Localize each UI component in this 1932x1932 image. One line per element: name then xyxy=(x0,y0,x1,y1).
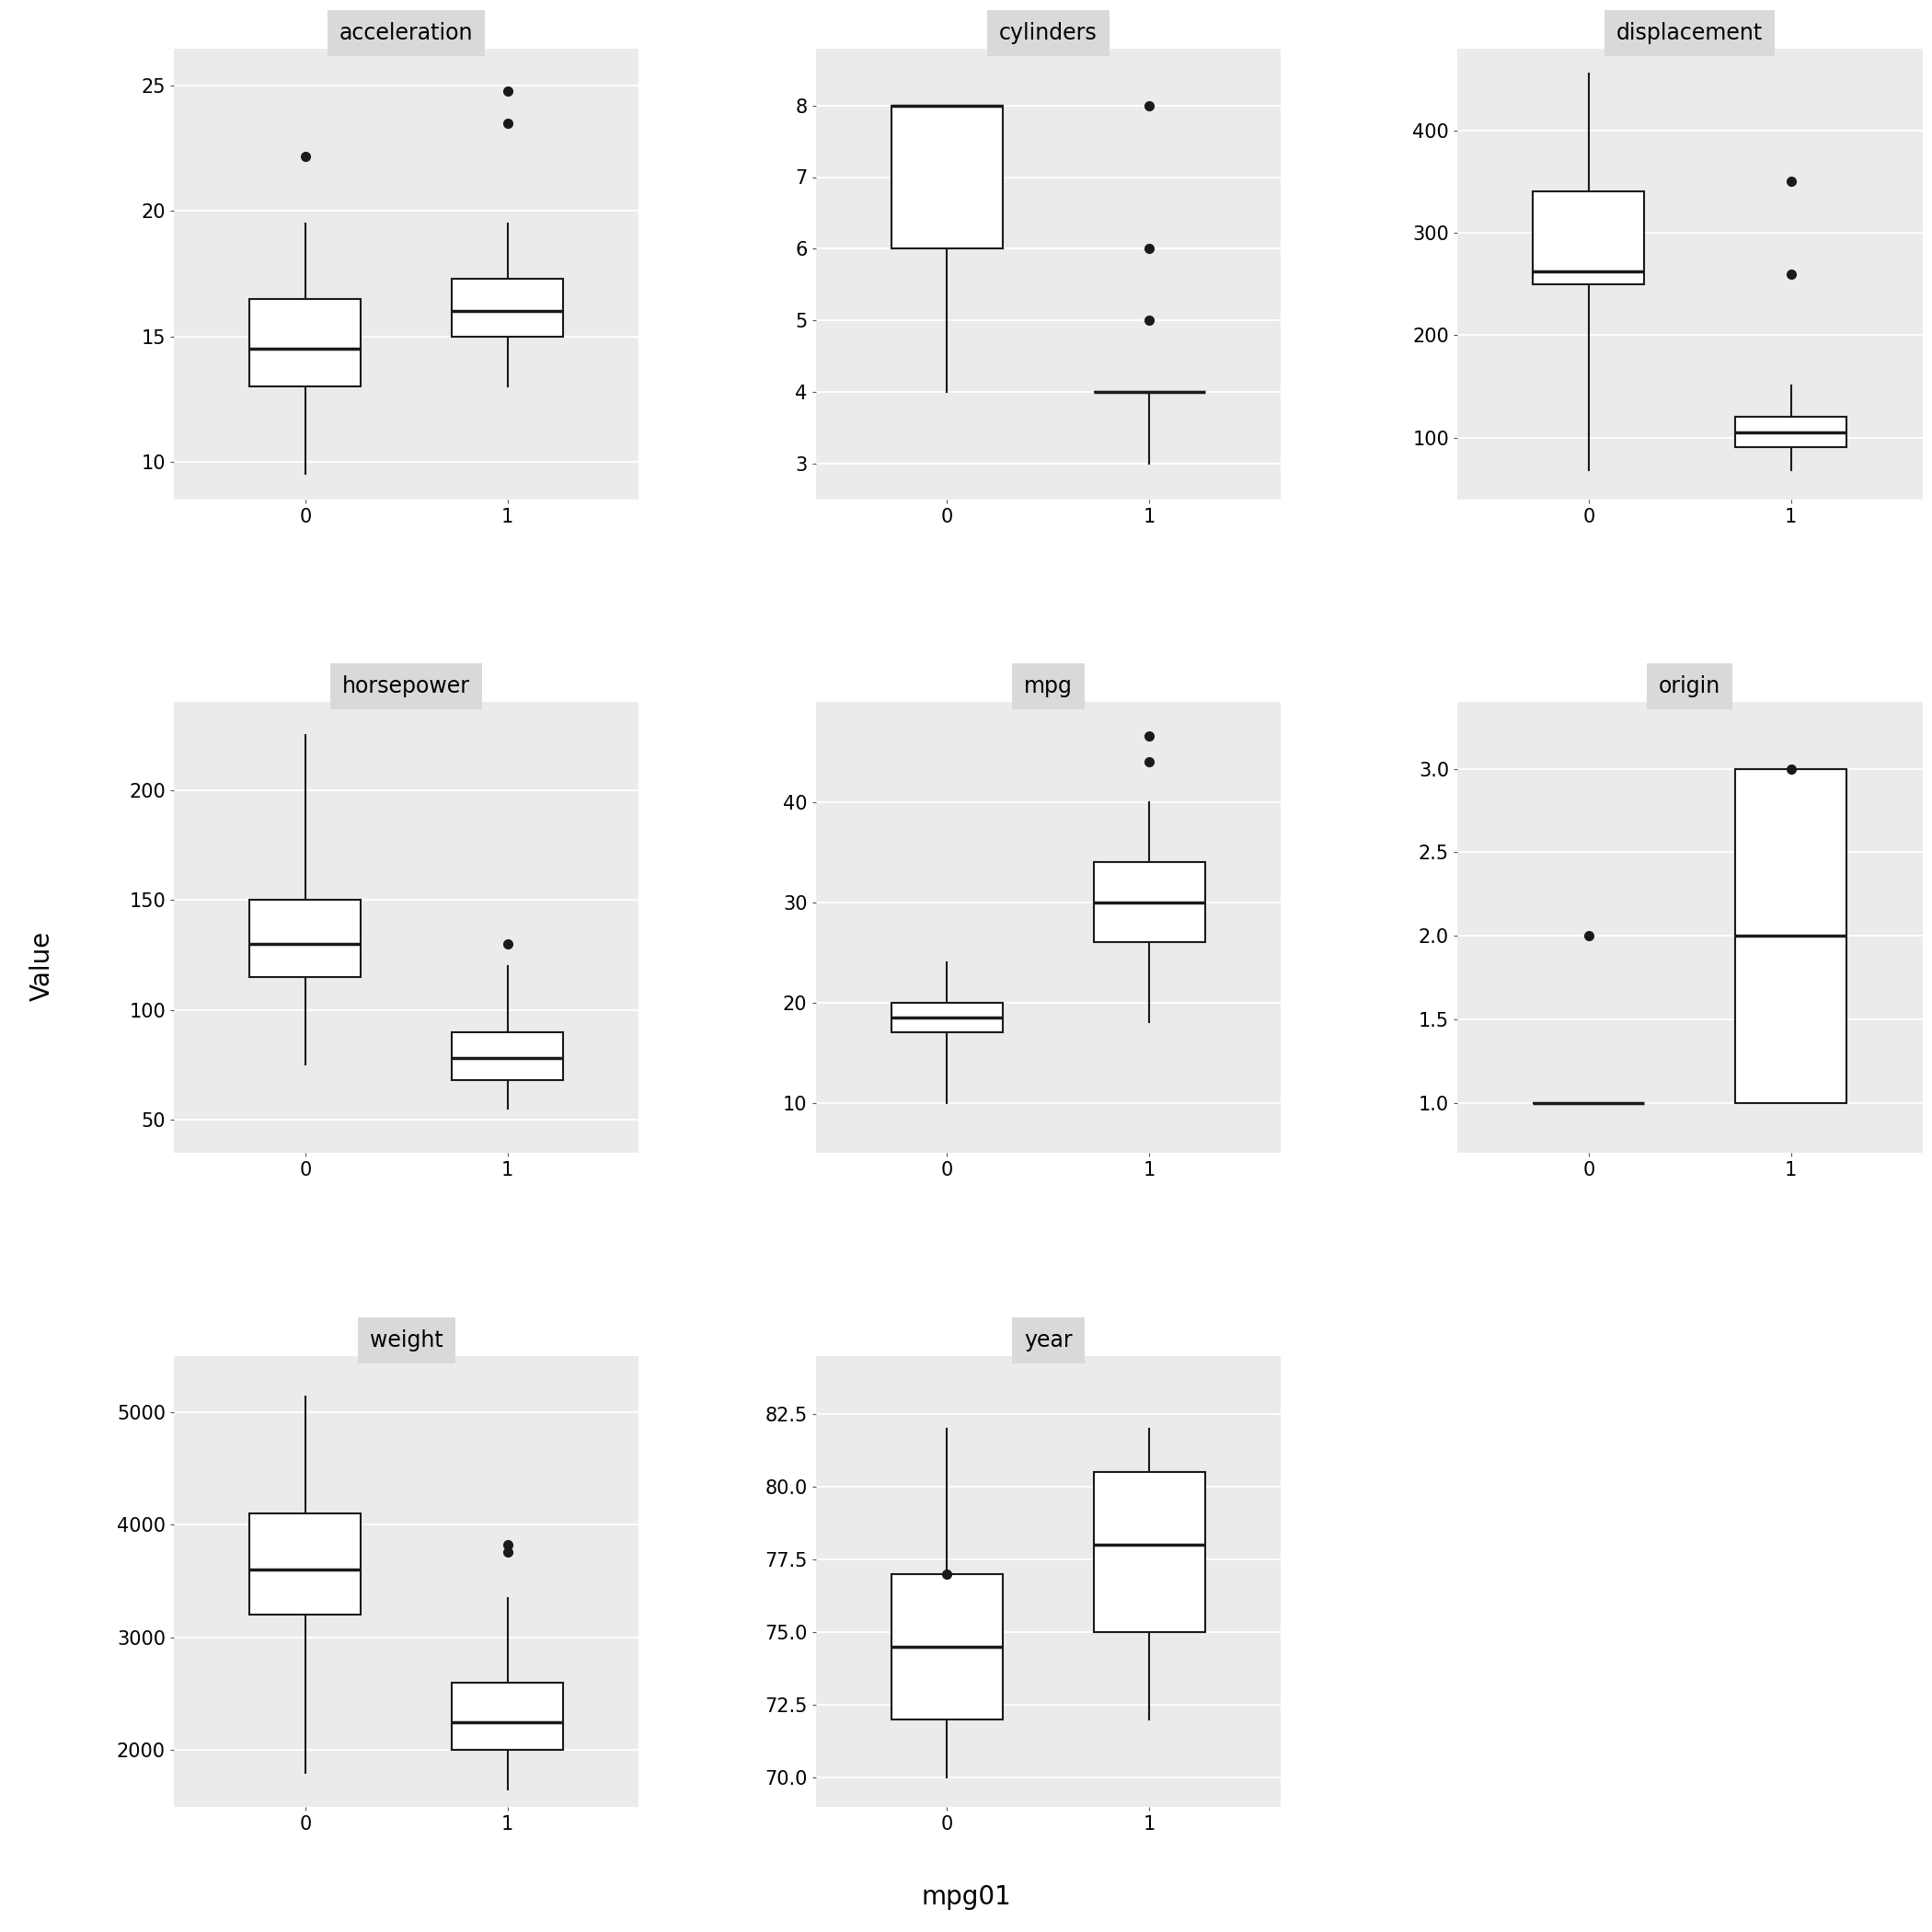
Bar xyxy=(452,278,562,336)
Text: mpg01: mpg01 xyxy=(922,1884,1010,1911)
Bar xyxy=(891,106,1003,249)
Bar xyxy=(1094,862,1206,943)
Bar xyxy=(1094,1472,1206,1633)
Title: weight: weight xyxy=(369,1329,442,1350)
Bar xyxy=(891,1003,1003,1032)
Bar xyxy=(249,1513,361,1615)
Bar xyxy=(1735,769,1847,1103)
Title: acceleration: acceleration xyxy=(340,21,473,44)
Bar xyxy=(1735,417,1847,446)
Title: mpg: mpg xyxy=(1024,676,1072,697)
Bar xyxy=(249,299,361,386)
Title: displacement: displacement xyxy=(1617,21,1764,44)
Title: horsepower: horsepower xyxy=(342,676,469,697)
Bar xyxy=(1534,191,1644,284)
Title: cylinders: cylinders xyxy=(999,21,1097,44)
Bar xyxy=(452,1683,562,1750)
Bar xyxy=(891,1575,1003,1719)
Title: year: year xyxy=(1024,1329,1072,1350)
Title: origin: origin xyxy=(1660,676,1721,697)
Bar xyxy=(249,900,361,978)
Bar xyxy=(452,1032,562,1080)
Text: Value: Value xyxy=(29,931,56,1001)
